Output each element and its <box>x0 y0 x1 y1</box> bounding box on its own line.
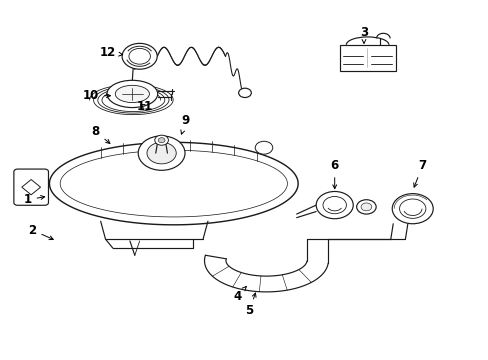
Circle shape <box>138 136 184 170</box>
Polygon shape <box>204 255 327 292</box>
Polygon shape <box>49 142 298 225</box>
Circle shape <box>122 43 157 69</box>
Circle shape <box>356 200 375 214</box>
Text: 11: 11 <box>136 100 152 113</box>
Text: 8: 8 <box>91 125 110 143</box>
Text: 12: 12 <box>100 46 122 59</box>
Circle shape <box>323 197 346 214</box>
Text: 3: 3 <box>359 27 367 43</box>
Text: 1: 1 <box>23 193 44 206</box>
Circle shape <box>316 192 352 219</box>
Circle shape <box>155 135 168 145</box>
Text: 10: 10 <box>82 89 110 102</box>
Circle shape <box>360 203 371 211</box>
Text: 4: 4 <box>233 287 246 303</box>
Text: 9: 9 <box>181 114 190 134</box>
Ellipse shape <box>107 80 158 108</box>
FancyBboxPatch shape <box>14 169 48 205</box>
Text: 5: 5 <box>245 293 256 318</box>
Text: 7: 7 <box>413 159 426 187</box>
Circle shape <box>255 141 272 154</box>
Text: 6: 6 <box>330 159 338 189</box>
Circle shape <box>147 142 176 164</box>
Circle shape <box>158 138 164 143</box>
Circle shape <box>129 48 150 64</box>
Circle shape <box>391 194 432 224</box>
Text: 2: 2 <box>28 224 53 240</box>
Circle shape <box>399 199 425 219</box>
Ellipse shape <box>115 85 149 103</box>
Bar <box>339 45 395 71</box>
Polygon shape <box>60 150 287 217</box>
Circle shape <box>238 88 251 98</box>
